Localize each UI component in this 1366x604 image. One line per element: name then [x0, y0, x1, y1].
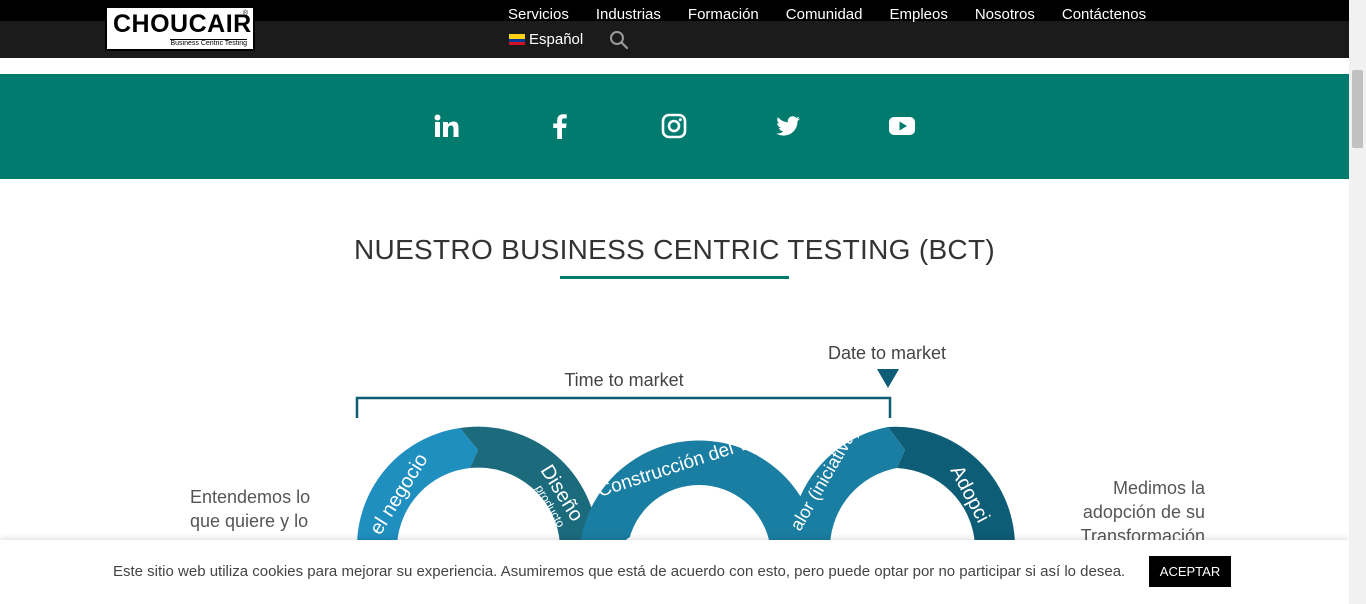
- language-label: Español: [529, 31, 584, 48]
- nav-item-nosotros[interactable]: Nosotros: [974, 6, 1035, 23]
- bct-diagram-graphic: Date to market Time to market el negocio…: [355, 343, 1015, 564]
- nav-item-contactenos[interactable]: Contáctenos: [1061, 6, 1147, 23]
- time-to-market-label: Time to market: [564, 370, 683, 390]
- date-to-market-label: Date to market: [828, 343, 946, 363]
- youtube-icon[interactable]: [888, 112, 916, 140]
- left-description-line: que quiere y lo: [190, 511, 309, 531]
- left-description-line: Entendemos lo: [190, 487, 311, 507]
- logo-tagline: Business Centric Testing: [170, 39, 247, 47]
- cookie-message: Este sitio web utiliza cookies para mejo…: [113, 563, 1126, 580]
- ring-negocio-segment: [357, 428, 478, 545]
- left-description: Entendemos lo que quiere y lo: [190, 485, 310, 533]
- instagram-icon[interactable]: [660, 112, 688, 140]
- main-nav: Servicios Industrias Formación Comunidad…: [508, 6, 1173, 23]
- top-bar: [0, 0, 1349, 21]
- facebook-icon[interactable]: [546, 112, 574, 140]
- ring-valor-segment: [790, 427, 905, 545]
- logo-text: CHOUCAIR: [113, 10, 252, 38]
- nav-item-comunidad[interactable]: Comunidad: [785, 6, 863, 23]
- twitter-icon[interactable]: [774, 112, 802, 140]
- ring-diseno-segment: [460, 426, 598, 545]
- logo-registered-mark: ®: [242, 10, 248, 17]
- nav-item-formacion[interactable]: Formación: [687, 6, 759, 23]
- nav-item-empleos[interactable]: Empleos: [889, 6, 948, 23]
- language-selector[interactable]: Español: [509, 31, 583, 48]
- right-description-line: adopción de su: [1082, 502, 1205, 522]
- search-icon[interactable]: [609, 30, 629, 50]
- cookie-consent-bar: Este sitio web utiliza cookies para mejo…: [0, 540, 1349, 604]
- scrollbar-thumb[interactable]: [1352, 70, 1363, 148]
- ring-adopcion-segment: [888, 426, 1015, 545]
- right-description: Medimos la adopción de su Transformación: [1068, 476, 1205, 548]
- bct-diagram: Date to market Time to market el negocio…: [0, 330, 1349, 604]
- linkedin-icon[interactable]: [432, 112, 460, 140]
- page-scrollbar[interactable]: [1349, 0, 1366, 604]
- social-links-band: [0, 74, 1349, 179]
- nav-item-servicios[interactable]: Servicios: [508, 6, 569, 23]
- logo[interactable]: CHOUCAIR ® Business Centric Testing: [105, 6, 255, 51]
- time-to-market-bracket: [355, 396, 892, 418]
- right-description-line: Medimos la: [1112, 478, 1205, 498]
- nav-item-industrias[interactable]: Industrias: [595, 6, 661, 23]
- section-title: NUESTRO BUSINESS CENTRIC TESTING (BCT): [354, 234, 995, 265]
- title-underline: [560, 276, 789, 279]
- accept-cookies-button[interactable]: ACEPTAR: [1149, 556, 1231, 587]
- ring-construccion-segment: [580, 440, 818, 545]
- colombia-flag-icon: [509, 34, 525, 45]
- date-to-market-arrow-icon: [877, 369, 899, 388]
